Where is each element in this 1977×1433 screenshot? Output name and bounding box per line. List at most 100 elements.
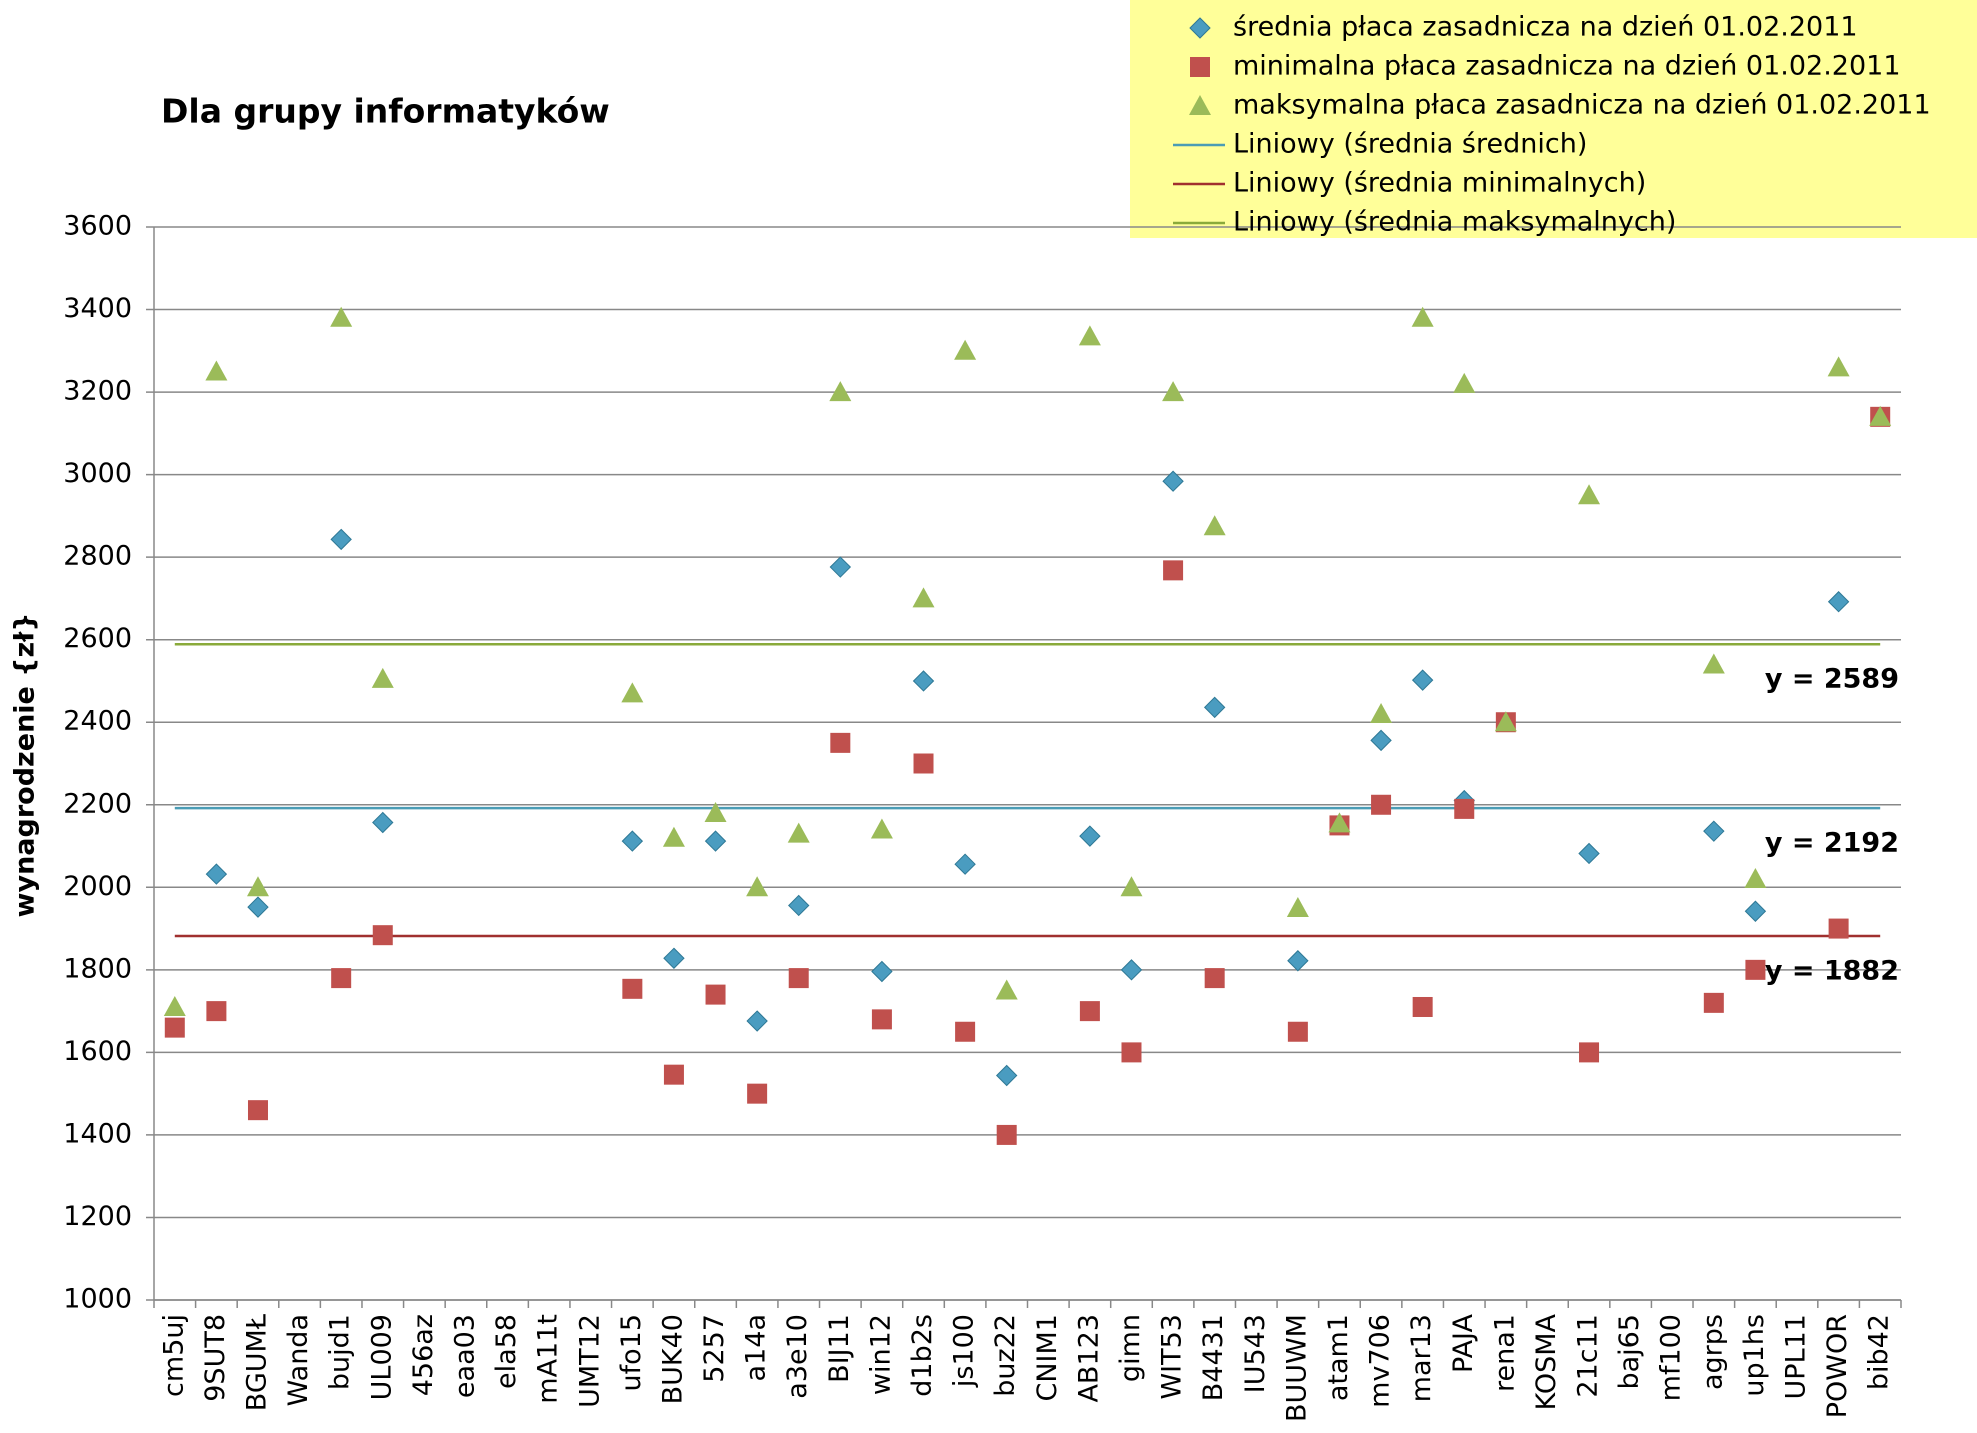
trend-label: y = 2589 <box>1765 664 1899 695</box>
point <box>1702 653 1725 674</box>
point <box>1453 372 1476 393</box>
point <box>788 894 810 917</box>
y-tick-label: 1600 <box>63 1036 132 1067</box>
point <box>1411 669 1434 691</box>
point <box>247 1100 268 1121</box>
point <box>1162 470 1184 492</box>
point <box>1411 306 1434 327</box>
x-tick-label: win12 <box>865 1314 896 1395</box>
point <box>705 984 726 1005</box>
x-tick-label: gimn <box>1115 1314 1146 1382</box>
point <box>1371 794 1392 815</box>
point <box>1828 918 1849 939</box>
x-tick-label: a3e10 <box>782 1314 813 1399</box>
point <box>1287 1021 1308 1042</box>
point <box>995 1064 1018 1087</box>
y-axis-label: wynagrodzenie {zł} <box>10 613 41 918</box>
x-tick-label: UL009 <box>366 1314 397 1400</box>
point <box>954 853 976 875</box>
point <box>1827 591 1850 613</box>
point <box>1204 968 1225 989</box>
point <box>913 753 934 774</box>
point <box>1703 820 1725 842</box>
point <box>1412 996 1433 1017</box>
point <box>331 968 352 989</box>
x-tick-label: PAJA <box>1448 1313 1479 1373</box>
x-tick-label: d1b2s <box>907 1314 938 1397</box>
point <box>163 995 186 1016</box>
point <box>330 306 353 327</box>
point <box>787 822 810 843</box>
legend-label: Liniowy (średnia maksymalnych) <box>1233 207 1676 238</box>
point <box>621 830 644 852</box>
point <box>1827 356 1850 377</box>
point <box>622 978 643 999</box>
point <box>1079 1001 1100 1022</box>
x-tick-label: BGUMŁ <box>241 1313 272 1411</box>
point <box>1454 798 1475 819</box>
point <box>1579 1042 1600 1063</box>
y-tick-label: 3600 <box>63 211 132 242</box>
point <box>663 947 685 969</box>
point <box>1578 484 1601 505</box>
point <box>206 1001 227 1022</box>
x-tick-label: atam1 <box>1323 1314 1354 1401</box>
point <box>1203 696 1226 719</box>
point <box>621 682 644 703</box>
point <box>788 968 809 989</box>
x-tick-label: mA11t <box>533 1314 564 1404</box>
x-tick-label: baj65 <box>1614 1314 1645 1390</box>
point <box>1745 959 1766 980</box>
x-tick-label: 456az <box>408 1314 439 1396</box>
trend-label: y = 1882 <box>1765 956 1899 987</box>
point <box>662 826 685 847</box>
point <box>1079 825 1101 847</box>
point <box>1120 959 1143 981</box>
point <box>1163 560 1184 581</box>
x-tick-label: up1hs <box>1739 1314 1770 1397</box>
y-tick-label: 3000 <box>63 458 132 489</box>
x-tick-label: mf100 <box>1656 1314 1687 1401</box>
trend-label: y = 2192 <box>1765 828 1899 859</box>
x-tick-label: a14a <box>741 1314 772 1381</box>
x-tick-label: buz22 <box>990 1314 1021 1397</box>
point <box>1286 896 1309 917</box>
y-tick-label: 2800 <box>63 541 132 572</box>
y-tick-label: 1800 <box>63 953 132 984</box>
y-tick-label: 2400 <box>63 706 132 737</box>
x-tick-label: 9SUT8 <box>200 1314 231 1402</box>
point <box>704 830 727 852</box>
legend-label: maksymalna płaca zasadnicza na dzień 01.… <box>1233 90 1931 121</box>
point <box>1120 876 1143 897</box>
y-tick-label: 3200 <box>63 376 132 407</box>
y-tick-label: 1200 <box>63 1201 132 1232</box>
x-tick-label: AB123 <box>1073 1314 1104 1403</box>
x-tick-label: bujd1 <box>325 1314 356 1390</box>
legend-label: minimalna płaca zasadnicza na dzień 01.0… <box>1233 51 1901 82</box>
point <box>1162 381 1185 402</box>
point <box>372 811 394 834</box>
x-tick-label: BUK40 <box>657 1314 688 1404</box>
y-tick-label: 2200 <box>63 788 132 819</box>
x-tick-label: mar13 <box>1406 1314 1437 1402</box>
y-tick-label: 2000 <box>63 871 132 902</box>
point <box>205 863 228 885</box>
point <box>996 1124 1017 1145</box>
point <box>164 1017 185 1038</box>
x-tick-label: bib42 <box>1864 1314 1895 1390</box>
x-tick-label: 21c11 <box>1573 1314 1604 1398</box>
point <box>372 925 393 946</box>
x-tick-label: UPL11 <box>1781 1314 1812 1399</box>
legend-label: średnia płaca zasadnicza na dzień 01.02.… <box>1233 12 1858 43</box>
point <box>746 1010 768 1032</box>
point <box>954 339 977 360</box>
x-tick-label: Wanda <box>283 1314 314 1406</box>
x-tick-label: eaa03 <box>449 1314 480 1398</box>
x-tick-label: ufo15 <box>616 1314 647 1392</box>
x-tick-label: ela58 <box>491 1314 522 1389</box>
point <box>1703 992 1724 1013</box>
point <box>1494 711 1517 732</box>
point <box>1370 729 1392 752</box>
x-tick-label: agrps <box>1697 1314 1728 1390</box>
